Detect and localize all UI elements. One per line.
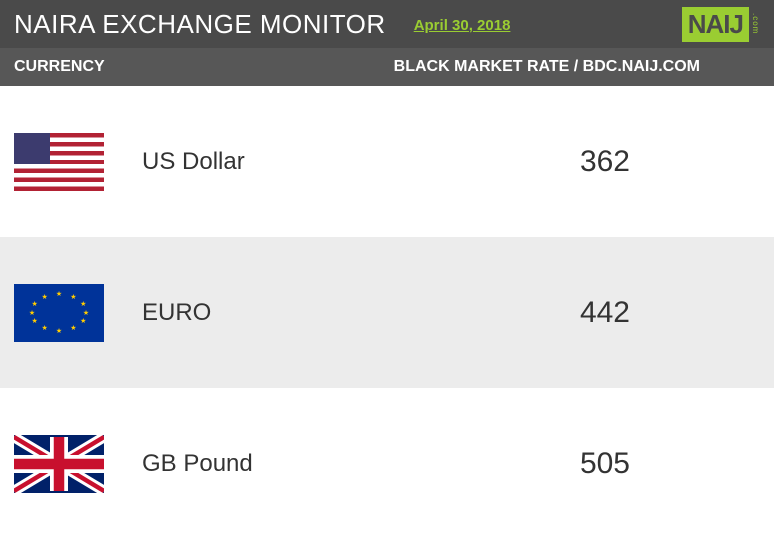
- currency-column-header: CURRENCY: [14, 58, 105, 76]
- currency-row: GB Pound 505: [0, 388, 774, 539]
- currency-name: GB Pound: [142, 450, 580, 478]
- currency-name: EURO: [142, 299, 580, 327]
- rate-column-header: BLACK MARKET RATE / BDC.NAIJ.COM: [394, 58, 700, 76]
- currency-rate: 505: [580, 447, 630, 481]
- header-bar: NAIRA EXCHANGE MONITOR April 30, 2018 NA…: [0, 0, 774, 48]
- us-flag-icon: [14, 133, 104, 191]
- currency-row: ★ ★ ★ ★ ★ ★ ★ ★ ★ ★ ★ ★ EURO 442: [0, 237, 774, 388]
- logo-text: NAIJ: [682, 7, 749, 42]
- date-link[interactable]: April 30, 2018: [414, 17, 511, 34]
- currency-row: US Dollar 362: [0, 86, 774, 237]
- page-title: NAIRA EXCHANGE MONITOR: [14, 9, 386, 40]
- currency-rate: 442: [580, 296, 630, 330]
- logo-suffix: .com: [751, 13, 760, 34]
- currency-name: US Dollar: [142, 148, 580, 176]
- eu-flag-icon: ★ ★ ★ ★ ★ ★ ★ ★ ★ ★ ★ ★: [14, 284, 104, 342]
- naij-logo[interactable]: NAIJ .com: [682, 7, 760, 42]
- column-header-bar: CURRENCY BLACK MARKET RATE / BDC.NAIJ.CO…: [0, 48, 774, 86]
- uk-flag-icon: [14, 435, 104, 493]
- currency-rate: 362: [580, 145, 630, 179]
